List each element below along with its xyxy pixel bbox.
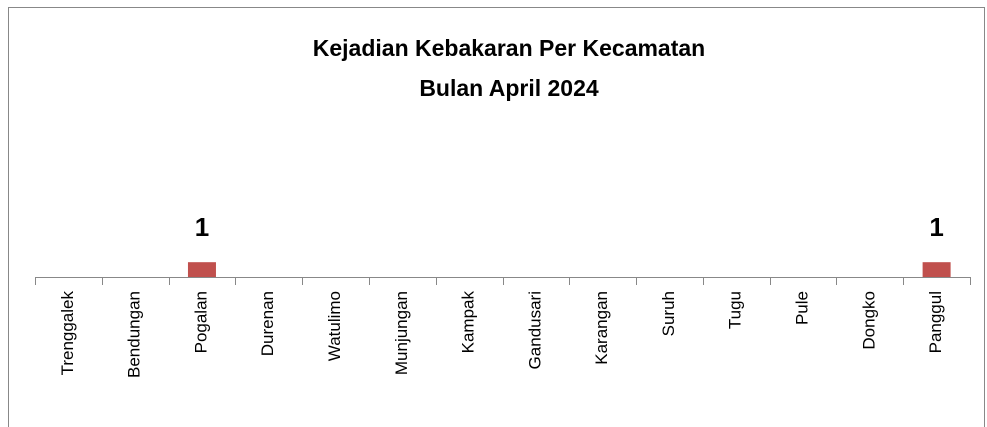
x-tick-label: Munjungan bbox=[392, 291, 411, 375]
x-tick-label: Panggul bbox=[926, 291, 945, 353]
x-tick-label: Kampak bbox=[459, 291, 478, 354]
x-tick-label: Dongko bbox=[859, 291, 878, 350]
chart-border bbox=[8, 7, 985, 427]
chart-subtitle: Bulan April 2024 bbox=[419, 75, 599, 101]
x-tick-label: Karangan bbox=[592, 291, 611, 365]
data-label: 1 bbox=[929, 212, 943, 242]
bar bbox=[187, 262, 216, 277]
bar bbox=[922, 262, 951, 277]
x-tick-label: Durenan bbox=[258, 291, 277, 356]
x-tick-label: Pogalan bbox=[191, 291, 210, 353]
x-tick-label: Pule bbox=[793, 291, 812, 325]
data-label: 1 bbox=[195, 212, 209, 242]
x-tick-label: Watulimo bbox=[325, 291, 344, 361]
x-tick-label: Bendungan bbox=[125, 291, 144, 378]
x-tick-label: Gandusari bbox=[525, 291, 544, 369]
chart-title: Kejadian Kebakaran Per Kecamatan bbox=[313, 35, 705, 61]
x-tick-label: Trenggalek bbox=[58, 291, 77, 376]
x-tick-label: Suruh bbox=[659, 291, 678, 336]
x-tick-label: Tugu bbox=[726, 291, 745, 329]
